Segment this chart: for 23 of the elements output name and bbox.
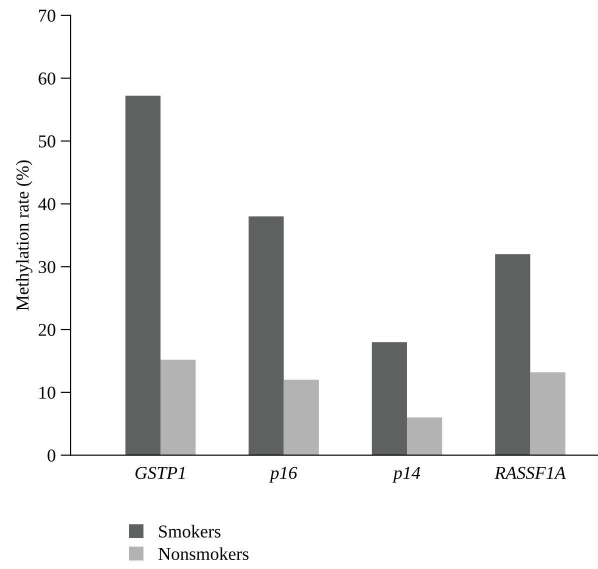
y-tick-label: 20 bbox=[38, 324, 56, 336]
y-tick-label: 30 bbox=[38, 260, 56, 274]
bar bbox=[406, 418, 442, 456]
legend-label: Smokers bbox=[159, 524, 220, 538]
bar bbox=[284, 380, 319, 456]
x-tick-label: GSTP1 bbox=[135, 466, 185, 480]
bar bbox=[125, 96, 161, 456]
bar bbox=[372, 342, 407, 456]
y-axis-title: Methylation rate (%) bbox=[16, 160, 32, 310]
x-tick-label: p14 bbox=[392, 466, 420, 483]
y-tick-label: 0 bbox=[48, 449, 56, 462]
y-tick-label: 60 bbox=[38, 72, 56, 85]
bar bbox=[160, 360, 196, 456]
y-tick-label: 50 bbox=[38, 135, 56, 148]
y-tick-label: 40 bbox=[38, 198, 56, 210]
y-tick-label: 10 bbox=[40, 386, 56, 399]
y-tick-label: 70 bbox=[39, 10, 56, 22]
bar bbox=[495, 254, 530, 456]
legend-label: Nonsmokers bbox=[158, 547, 249, 560]
bar bbox=[248, 216, 284, 456]
x-tick-label: RASSF1A bbox=[494, 466, 566, 480]
bar bbox=[530, 372, 566, 456]
x-tick-label: p16 bbox=[269, 466, 298, 483]
